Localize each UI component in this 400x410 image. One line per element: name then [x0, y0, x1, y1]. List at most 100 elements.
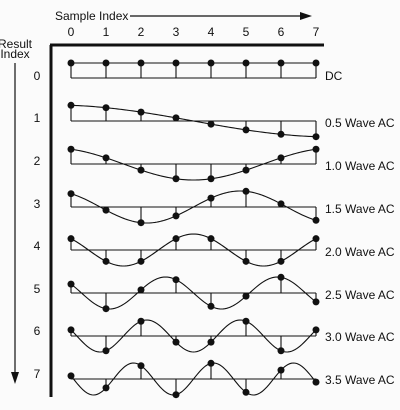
- sample-point: [277, 273, 285, 281]
- sample-point: [102, 104, 110, 112]
- sample-point: [242, 126, 250, 134]
- sample-point: [172, 391, 180, 399]
- sample-point: [137, 219, 145, 227]
- result-index-label: 0: [34, 69, 41, 83]
- sample-point: [207, 175, 215, 183]
- sample-point: [242, 257, 250, 265]
- sample-point: [207, 302, 215, 310]
- sample-point: [207, 59, 215, 67]
- sample-index-arrowhead: [300, 12, 312, 20]
- wave-label: 1.0 Wave AC: [325, 159, 395, 173]
- wave-label: 1.5 Wave AC: [325, 202, 395, 216]
- wave-row: [67, 233, 320, 267]
- sample-point: [137, 362, 145, 370]
- sample-point: [67, 235, 75, 243]
- result-index-label: 4: [34, 239, 41, 253]
- sample-point: [67, 190, 75, 198]
- sample-point: [242, 317, 250, 325]
- wave-label: 0.5 Wave AC: [325, 116, 395, 130]
- sample-point: [137, 108, 145, 116]
- sample-point: [207, 359, 215, 367]
- result-index-arrowhead: [11, 372, 19, 384]
- result-index-label: 5: [34, 282, 41, 296]
- sample-point: [67, 372, 75, 380]
- sample-point: [137, 317, 145, 325]
- sample-point: [242, 187, 250, 195]
- sample-point: [312, 216, 320, 224]
- sample-point: [102, 206, 110, 214]
- sample-point: [67, 145, 75, 153]
- sample-point: [312, 378, 320, 386]
- wave-label: 3.0 Wave AC: [325, 330, 395, 344]
- result-index-label: 6: [34, 324, 41, 338]
- sample-index-label: 2: [138, 25, 145, 39]
- sample-point: [207, 235, 215, 243]
- sample-point: [312, 298, 320, 306]
- sample-point: [172, 276, 180, 284]
- sample-point: [207, 120, 215, 128]
- wave-curve: [70, 319, 317, 353]
- sample-point: [172, 59, 180, 67]
- result-index-label: 2: [34, 154, 41, 168]
- sample-point: [67, 59, 75, 67]
- sample-point: [102, 384, 110, 392]
- wave-label: 2.0 Wave AC: [325, 245, 395, 259]
- sample-point: [137, 59, 145, 67]
- sample-point: [137, 257, 145, 265]
- sample-index-label: 7: [313, 25, 320, 39]
- wave-row: [67, 187, 320, 227]
- result-index-label: 7: [34, 367, 41, 381]
- result-index-label: 1: [34, 111, 41, 125]
- wave-curve: [70, 148, 317, 181]
- sample-index-label: 6: [278, 25, 285, 39]
- wave-curve: [70, 190, 317, 224]
- sample-point: [67, 326, 75, 334]
- sample-point: [312, 145, 320, 153]
- wave-label: 3.5 Wave AC: [325, 373, 395, 387]
- sample-index-label: 3: [173, 25, 180, 39]
- sample-point: [172, 114, 180, 122]
- sample-point: [172, 338, 180, 346]
- wave-row: [67, 59, 320, 79]
- wave-row: [67, 101, 320, 141]
- sample-point: [277, 130, 285, 138]
- sample-point: [312, 235, 320, 243]
- sample-point: [277, 200, 285, 208]
- sample-point: [102, 347, 110, 355]
- sample-point: [137, 286, 145, 294]
- sample-point: [242, 292, 250, 300]
- sample-point: [67, 280, 75, 288]
- sample-point: [137, 166, 145, 174]
- sample-point: [277, 366, 285, 374]
- wave-row: [67, 145, 320, 183]
- sample-point: [242, 388, 250, 396]
- sample-point: [102, 305, 110, 313]
- sample-point: [207, 338, 215, 346]
- sample-point: [277, 59, 285, 67]
- wave-row: [67, 359, 320, 399]
- sample-point: [242, 166, 250, 174]
- sample-point: [312, 133, 320, 141]
- sample-point: [102, 257, 110, 265]
- sample-point: [207, 194, 215, 202]
- result-index-title-line1: Result: [0, 37, 33, 51]
- waves-layer: [67, 59, 320, 399]
- sample-point: [172, 212, 180, 220]
- sample-point: [102, 154, 110, 162]
- wave-row: [67, 317, 320, 355]
- wave-labels: DC 0.5 Wave AC 1.0 Wave AC 1.5 Wave AC 2…: [325, 69, 395, 387]
- sample-point: [277, 154, 285, 162]
- sample-index-label: 4: [208, 25, 215, 39]
- sample-point: [67, 101, 75, 109]
- sample-point: [277, 257, 285, 265]
- wave-curve: [70, 104, 317, 138]
- sample-point: [312, 326, 320, 334]
- sample-point: [172, 175, 180, 183]
- sample-index-labels: 0 1 2 3 4 5 6 7: [68, 25, 320, 39]
- sample-point: [172, 235, 180, 243]
- result-index-labels: 0 1 2 3 4 5 6 7: [34, 69, 41, 381]
- sample-point: [277, 347, 285, 355]
- wave-label: 2.5 Wave AC: [325, 288, 395, 302]
